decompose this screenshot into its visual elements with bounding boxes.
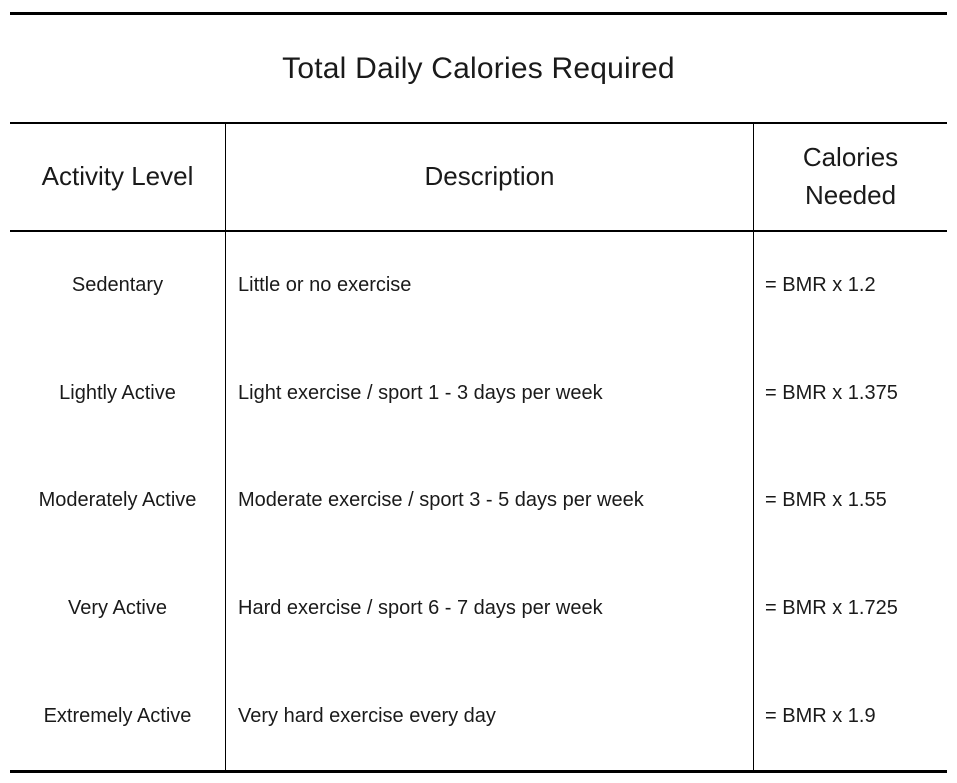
table-row-3-calories-needed: = BMR x 1.725	[753, 554, 947, 663]
table-row-2-calories-needed: = BMR x 1.55	[753, 447, 947, 555]
table-header-row: Activity Level Description Calories Need…	[10, 122, 947, 232]
table-row-1-description: Light exercise / sport 1 - 3 days per we…	[225, 339, 753, 448]
table-row-0-description: Little or no exercise	[225, 232, 753, 340]
table-row-4-calories-needed: = BMR x 1.9	[753, 662, 947, 770]
table-row-1-calories-needed: = BMR x 1.375	[753, 339, 947, 448]
table-row-2-description: Moderate exercise / sport 3 - 5 days per…	[225, 447, 753, 555]
column-header-description: Description	[225, 124, 753, 230]
table-row-1-activity-level: Lightly Active	[59, 381, 176, 404]
table-row-4-activity-level: Extremely Active	[43, 704, 192, 727]
table-row-3-activity-level: Very Active	[68, 597, 167, 620]
table-row-0-calories-needed: = BMR x 1.2	[753, 232, 947, 340]
column-header-calories-needed: Calories Needed	[753, 124, 947, 230]
table-row-2-activity-level: Moderately Active	[38, 489, 197, 512]
column-header-activity-level: Activity Level	[41, 161, 194, 192]
table-row-3-description: Hard exercise / sport 6 - 7 days per wee…	[225, 554, 753, 663]
table-body: Sedentary Little or no exercise = BMR x …	[10, 232, 947, 770]
table-title-row: Total Daily Calories Required	[10, 15, 947, 122]
table-row-4-description: Very hard exercise every day	[225, 662, 753, 770]
page-title: Total Daily Calories Required	[282, 51, 675, 85]
table-row-0-activity-level: Sedentary	[71, 274, 164, 297]
calories-table: Total Daily Calories Required Activity L…	[10, 12, 947, 773]
